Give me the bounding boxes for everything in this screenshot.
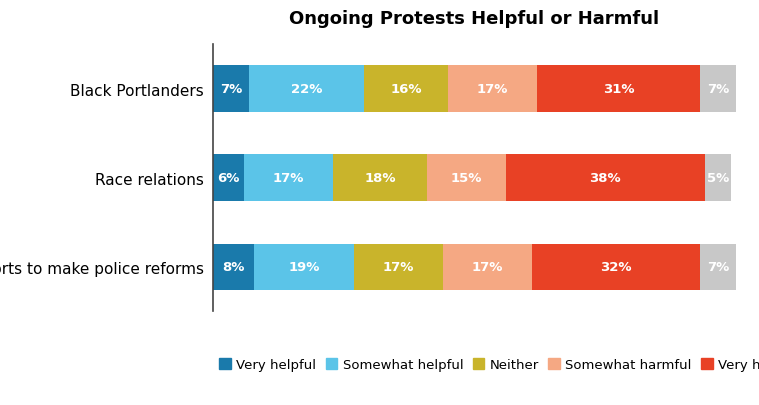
Text: 15%: 15% — [451, 172, 482, 185]
Bar — [700, 244, 736, 290]
Bar — [532, 244, 700, 290]
Text: 7%: 7% — [707, 260, 729, 273]
Text: 16%: 16% — [391, 83, 422, 96]
Bar — [249, 66, 364, 113]
Bar — [354, 244, 443, 290]
Bar — [427, 155, 505, 201]
Bar — [705, 155, 731, 201]
Bar — [700, 66, 736, 113]
Bar — [213, 66, 249, 113]
Text: 18%: 18% — [364, 172, 396, 185]
Bar — [254, 244, 354, 290]
Text: 17%: 17% — [272, 172, 304, 185]
Title: Ongoing Protests Helpful or Harmful: Ongoing Protests Helpful or Harmful — [289, 10, 660, 28]
Text: 8%: 8% — [222, 260, 244, 273]
Text: 7%: 7% — [707, 83, 729, 96]
Legend: Very helpful, Somewhat helpful, Neither, Somewhat harmful, Very harmful, Don't k: Very helpful, Somewhat helpful, Neither,… — [219, 358, 759, 371]
Bar — [244, 155, 333, 201]
Bar — [505, 155, 705, 201]
Text: 17%: 17% — [477, 83, 509, 96]
Text: 17%: 17% — [383, 260, 414, 273]
Text: 22%: 22% — [291, 83, 323, 96]
Text: 17%: 17% — [472, 260, 503, 273]
Bar — [449, 66, 537, 113]
Text: 7%: 7% — [219, 83, 242, 96]
Bar — [443, 244, 532, 290]
Text: 5%: 5% — [707, 172, 729, 185]
Bar — [213, 244, 254, 290]
Text: 31%: 31% — [603, 83, 635, 96]
Bar — [537, 66, 700, 113]
Bar — [364, 66, 449, 113]
Bar — [333, 155, 427, 201]
Text: 6%: 6% — [217, 172, 239, 185]
Text: 32%: 32% — [600, 260, 631, 273]
Text: 38%: 38% — [590, 172, 621, 185]
Bar — [213, 155, 244, 201]
Text: 19%: 19% — [288, 260, 320, 273]
